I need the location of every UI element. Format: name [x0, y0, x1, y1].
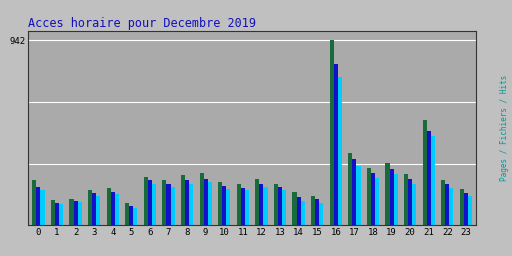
Bar: [274, 184, 278, 225]
Bar: [460, 189, 464, 225]
Bar: [125, 203, 130, 225]
Bar: [445, 184, 450, 225]
Bar: [92, 194, 96, 225]
Bar: [356, 166, 360, 225]
Bar: [204, 179, 208, 225]
Bar: [218, 182, 222, 225]
Bar: [390, 169, 394, 225]
Bar: [237, 184, 241, 225]
Bar: [144, 177, 148, 225]
Bar: [296, 197, 301, 225]
Bar: [394, 174, 398, 225]
Bar: [59, 204, 63, 225]
Bar: [200, 173, 204, 225]
Bar: [412, 184, 416, 225]
Bar: [181, 175, 185, 225]
Bar: [55, 203, 59, 225]
Bar: [468, 196, 472, 225]
Bar: [450, 188, 454, 225]
Bar: [115, 194, 119, 225]
Bar: [319, 203, 324, 225]
Bar: [148, 180, 152, 225]
Bar: [422, 120, 426, 225]
Bar: [334, 64, 338, 225]
Text: Pages / Fichiers / Hits: Pages / Fichiers / Hits: [500, 75, 509, 181]
Bar: [241, 188, 245, 225]
Bar: [208, 183, 212, 225]
Bar: [70, 199, 74, 225]
Bar: [464, 193, 468, 225]
Bar: [408, 179, 412, 225]
Bar: [152, 184, 156, 225]
Bar: [222, 186, 226, 225]
Bar: [371, 173, 375, 225]
Bar: [255, 179, 260, 225]
Bar: [404, 174, 408, 225]
Bar: [348, 153, 352, 225]
Bar: [260, 184, 264, 225]
Bar: [352, 159, 356, 225]
Bar: [292, 192, 296, 225]
Bar: [185, 180, 189, 225]
Bar: [226, 189, 230, 225]
Bar: [375, 178, 379, 225]
Bar: [130, 206, 133, 225]
Bar: [189, 184, 193, 225]
Bar: [111, 192, 115, 225]
Bar: [315, 199, 319, 225]
Text: Acces horaire pour Decembre 2019: Acces horaire pour Decembre 2019: [28, 17, 256, 29]
Bar: [338, 77, 342, 225]
Bar: [245, 190, 249, 225]
Bar: [106, 188, 111, 225]
Bar: [311, 196, 315, 225]
Bar: [431, 136, 435, 225]
Bar: [78, 202, 82, 225]
Bar: [36, 187, 40, 225]
Bar: [278, 187, 282, 225]
Bar: [330, 40, 334, 225]
Bar: [96, 196, 100, 225]
Bar: [441, 180, 445, 225]
Bar: [426, 131, 431, 225]
Bar: [367, 168, 371, 225]
Bar: [51, 200, 55, 225]
Bar: [162, 180, 166, 225]
Bar: [32, 180, 36, 225]
Bar: [282, 190, 286, 225]
Bar: [88, 189, 92, 225]
Bar: [133, 208, 137, 225]
Bar: [40, 190, 45, 225]
Bar: [170, 187, 175, 225]
Bar: [166, 184, 170, 225]
Bar: [74, 200, 78, 225]
Bar: [264, 187, 268, 225]
Bar: [301, 201, 305, 225]
Bar: [386, 163, 390, 225]
